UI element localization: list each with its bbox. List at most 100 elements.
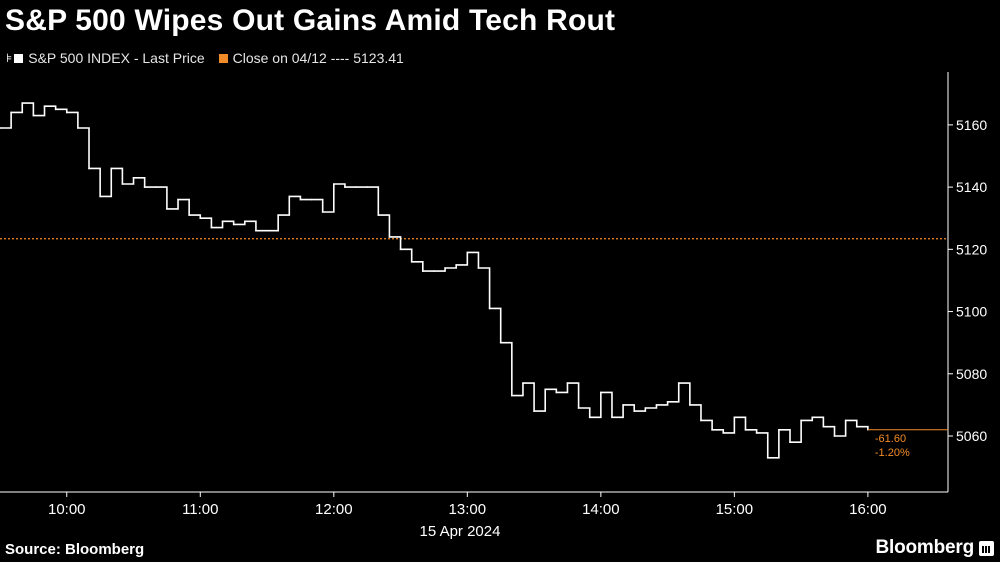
price-point: [177, 198, 179, 201]
price-point: [511, 394, 513, 397]
x-tick-label: 15:00: [716, 501, 754, 518]
source-note: Source: Bloomberg: [5, 541, 145, 558]
price-point: [689, 404, 691, 406]
price-point: [722, 432, 725, 434]
price-point: [210, 226, 213, 229]
bloomberg-chart-icon: [979, 541, 994, 556]
price-point: [666, 400, 669, 403]
price-point: [154, 186, 157, 188]
price-point: [766, 456, 769, 459]
legend-label-price: S&P 500 INDEX - Last Price: [28, 50, 205, 66]
price-point: [243, 220, 246, 223]
price-point: [544, 388, 547, 391]
x-tick-label: 10:00: [48, 501, 86, 518]
change-absolute-label: -61.60: [875, 433, 906, 445]
price-series-line: [0, 102, 869, 459]
x-tick-label: 12:00: [315, 501, 353, 518]
price-point: [611, 416, 613, 419]
y-tick-label: 5120: [956, 241, 987, 257]
price-point: [333, 183, 335, 185]
price-point: [744, 428, 747, 431]
price-point: [255, 229, 257, 232]
price-point: [288, 195, 291, 198]
price-point: [566, 382, 569, 384]
price-point: [65, 111, 68, 114]
price-point: [310, 198, 313, 201]
chart-legend: ⊧ S&P 500 INDEX - Last Price Close on 04…: [6, 50, 418, 66]
x-axis-label: 15 Apr 2024: [420, 523, 501, 540]
price-point: [366, 186, 368, 188]
price-point: [700, 419, 702, 422]
y-tick-label: 5140: [956, 179, 987, 195]
price-point: [466, 251, 469, 254]
y-tick-label: 5080: [956, 366, 987, 382]
price-point: [88, 167, 90, 170]
price-point: [633, 410, 636, 412]
price-point: [833, 435, 836, 437]
price-point: [522, 382, 524, 384]
legend-swatch-price: [14, 53, 24, 63]
price-point: [577, 407, 580, 409]
price-point: [77, 127, 79, 129]
price-point: [321, 211, 324, 213]
price-point: [455, 264, 457, 266]
price-point: [733, 416, 736, 419]
price-point: [499, 341, 502, 344]
ohlc-icon: ⊧: [6, 51, 13, 65]
price-point: [99, 195, 101, 198]
price-point: [488, 307, 491, 310]
price-point: [21, 102, 24, 104]
x-tick-label: 13:00: [449, 501, 487, 518]
price-point: [54, 108, 57, 111]
price-point: [800, 419, 802, 422]
price-point: [477, 267, 480, 269]
price-point: [622, 404, 624, 406]
price-point: [410, 260, 413, 263]
price-point: [433, 270, 435, 272]
price-point: [110, 167, 113, 170]
price-point: [655, 404, 658, 406]
legend-label-close: Close on 04/12 ---- 5123.41: [232, 50, 404, 66]
y-tick-label: 5100: [956, 304, 987, 320]
price-point: [844, 419, 847, 422]
price-point: [166, 208, 168, 210]
price-point: [778, 428, 780, 431]
change-percent-label: -1.20%: [875, 447, 910, 459]
y-tick-label: 5160: [956, 117, 987, 133]
price-point: [555, 391, 558, 394]
price-point: [755, 432, 758, 434]
price-point: [344, 186, 346, 188]
x-tick-label: 11:00: [182, 501, 218, 518]
price-point: [600, 391, 602, 394]
x-tick-label: 14:00: [582, 501, 620, 518]
price-point: [711, 428, 713, 431]
price-point: [299, 198, 302, 201]
bloomberg-logo: Bloomberg: [875, 537, 975, 558]
price-point: [811, 416, 814, 419]
y-tick-label: 5060: [956, 428, 987, 444]
price-point: [10, 111, 12, 114]
price-point: [32, 114, 35, 117]
x-tick-label: 16:00: [849, 501, 887, 518]
chart-title: S&P 500 Wipes Out Gains Amid Tech Rout: [5, 4, 616, 37]
legend-item-close: Close on 04/12 ---- 5123.41: [218, 50, 404, 66]
price-point: [422, 270, 424, 272]
price-point: [199, 217, 202, 220]
price-point: [855, 425, 858, 428]
price-point: [822, 425, 825, 428]
price-point: [677, 382, 680, 384]
price-point: [121, 183, 124, 185]
price-point: [277, 214, 279, 216]
price-point: [644, 407, 647, 409]
price-point: [266, 229, 268, 232]
price-point: [533, 410, 535, 412]
price-point: [388, 236, 391, 238]
legend-swatch-close: [218, 53, 228, 63]
price-point: [0, 127, 1, 129]
price-point: [789, 441, 791, 444]
price-point: [43, 105, 46, 108]
price-point: [399, 248, 402, 251]
price-point: [444, 267, 446, 269]
price-point: [377, 214, 380, 216]
